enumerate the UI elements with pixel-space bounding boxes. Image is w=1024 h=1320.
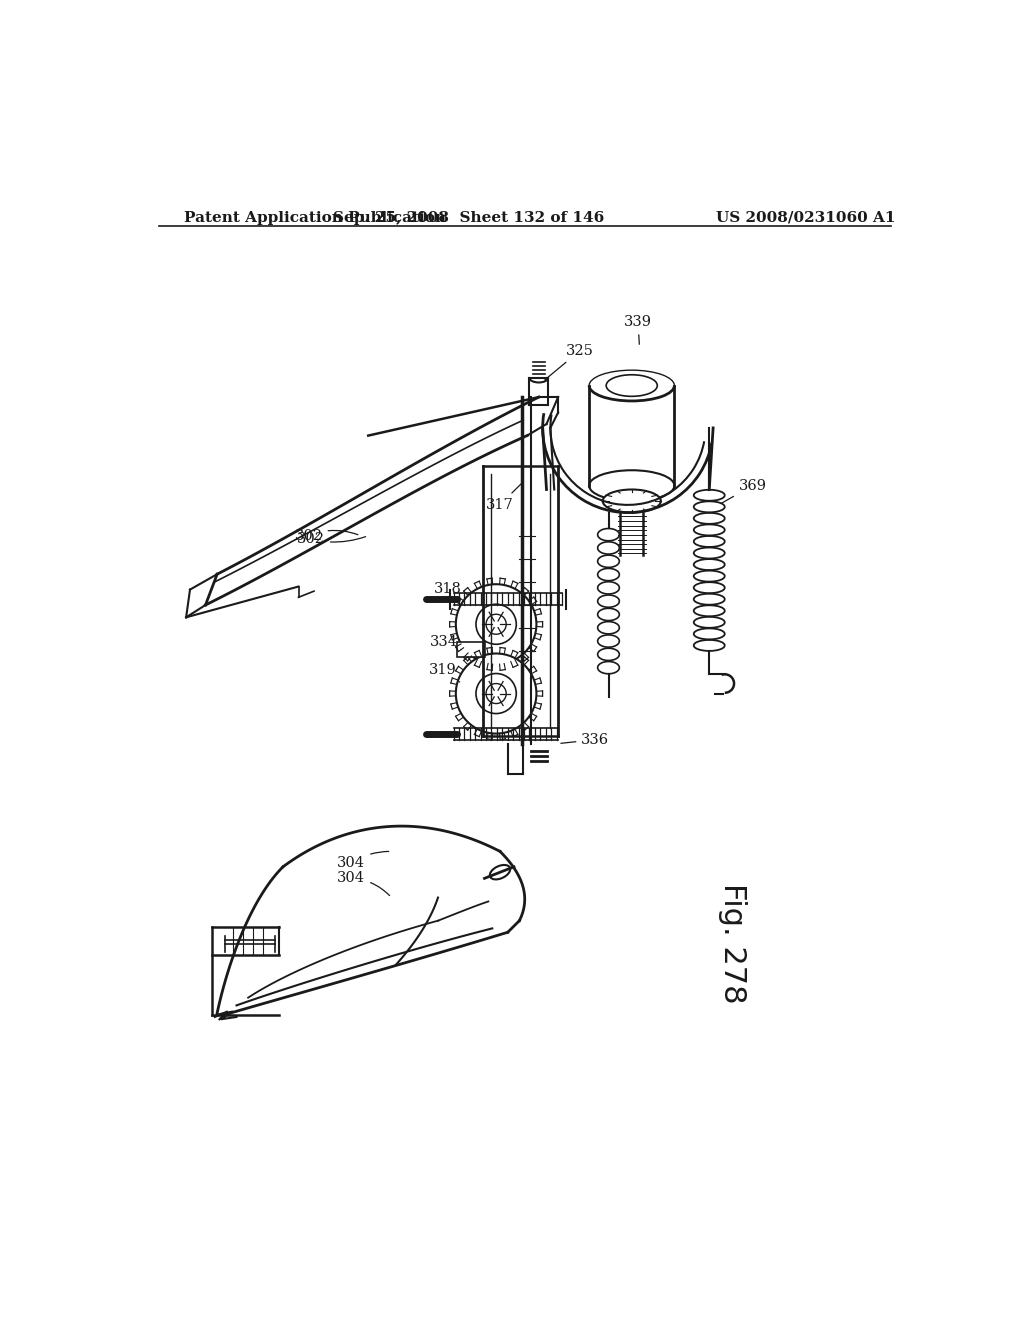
- Text: 304: 304: [337, 871, 389, 895]
- Text: 336: 336: [561, 733, 609, 747]
- Circle shape: [456, 653, 537, 734]
- Ellipse shape: [603, 490, 660, 512]
- Text: 317: 317: [486, 483, 521, 512]
- Circle shape: [486, 614, 506, 635]
- Text: 318: 318: [434, 582, 462, 603]
- Text: Sep. 25, 2008  Sheet 132 of 146: Sep. 25, 2008 Sheet 132 of 146: [334, 211, 604, 224]
- Circle shape: [486, 684, 506, 704]
- Bar: [458, 642, 484, 657]
- Text: 334: 334: [430, 635, 461, 649]
- Text: 339: 339: [624, 315, 652, 345]
- Text: 302: 302: [295, 528, 358, 543]
- Text: Patent Application Publication: Patent Application Publication: [183, 211, 445, 224]
- Text: 369: 369: [721, 479, 767, 503]
- Text: 302: 302: [297, 532, 366, 546]
- Text: US 2008/0231060 A1: US 2008/0231060 A1: [716, 211, 895, 224]
- Text: 319: 319: [429, 664, 460, 682]
- Text: Fig. 278: Fig. 278: [718, 883, 746, 1005]
- Text: 304: 304: [337, 851, 389, 870]
- Circle shape: [456, 585, 537, 664]
- Circle shape: [476, 605, 516, 644]
- Text: 325: 325: [545, 343, 594, 380]
- Circle shape: [476, 673, 516, 714]
